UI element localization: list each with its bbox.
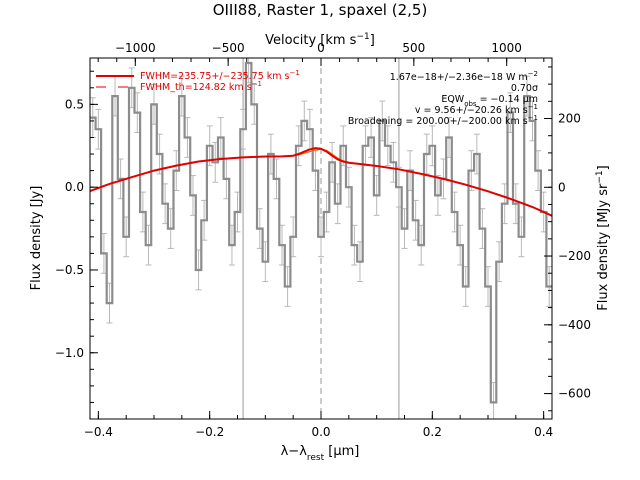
right-tick-label: −600: [558, 387, 591, 401]
top-tick-label: 0: [317, 41, 325, 55]
annotation-velocity: v = 9.56+/−20.26 km s−1: [415, 103, 538, 116]
y-tick-label: 0.0: [65, 180, 84, 194]
annotation-broadening: Broadening = 200.00+/−200.00 km s−1: [348, 114, 538, 127]
x-tick-label: −0.2: [195, 425, 224, 439]
right-tick-label: 200: [558, 112, 581, 126]
legend: FWHM=235.75+/−235.75 km s−1 FWHM_th=124.…: [96, 69, 300, 93]
legend-label-fwhm-th: FWHM_th=124.82 km s−1: [140, 80, 262, 93]
x-tick-label: −0.4: [84, 425, 113, 439]
spectrum-line: [90, 61, 552, 404]
right-tick-label: −200: [558, 249, 591, 263]
x-axis-label: λ−λrest [μm]: [281, 444, 360, 463]
right-axis-label: Flux density [MJy sr−1]: [595, 165, 611, 310]
chart-title: OIII88, Raster 1, spaxel (2,5): [213, 1, 428, 19]
y-tick-label: −0.5: [55, 263, 84, 277]
y-tick-label: −1.0: [55, 346, 84, 360]
annotation-flux: 1.67e−18+/−2.36e−18 W m−2: [390, 70, 538, 83]
top-tick-label: 500: [402, 41, 425, 55]
x-tick-label: 0.0: [311, 425, 330, 439]
annotation-sigma: 0.70σ: [511, 83, 538, 94]
x-tick-label: 0.2: [423, 425, 442, 439]
top-tick-label: 1000: [491, 41, 522, 55]
x-tick-label: 0.4: [534, 425, 553, 439]
top-tick-label: −1000: [115, 41, 156, 55]
fit-annotations: 1.67e−18+/−2.36e−18 W m−2 0.70σ EQWobs =…: [348, 70, 538, 127]
legend-label-fwhm: FWHM=235.75+/−235.75 km s−1: [140, 69, 300, 82]
top-axis-label: Velocity [km s−1]: [265, 32, 375, 48]
right-tick-label: 0: [558, 180, 566, 194]
right-tick-label: −400: [558, 318, 591, 332]
y-axis-label: Flux density [Jy]: [29, 186, 44, 291]
annotation-eqw: EQWobs = −0.14 μm: [441, 94, 538, 108]
y-tick-label: 0.5: [65, 97, 84, 111]
top-tick-label: −500: [212, 41, 245, 55]
model-fit-curve: [90, 147, 552, 217]
